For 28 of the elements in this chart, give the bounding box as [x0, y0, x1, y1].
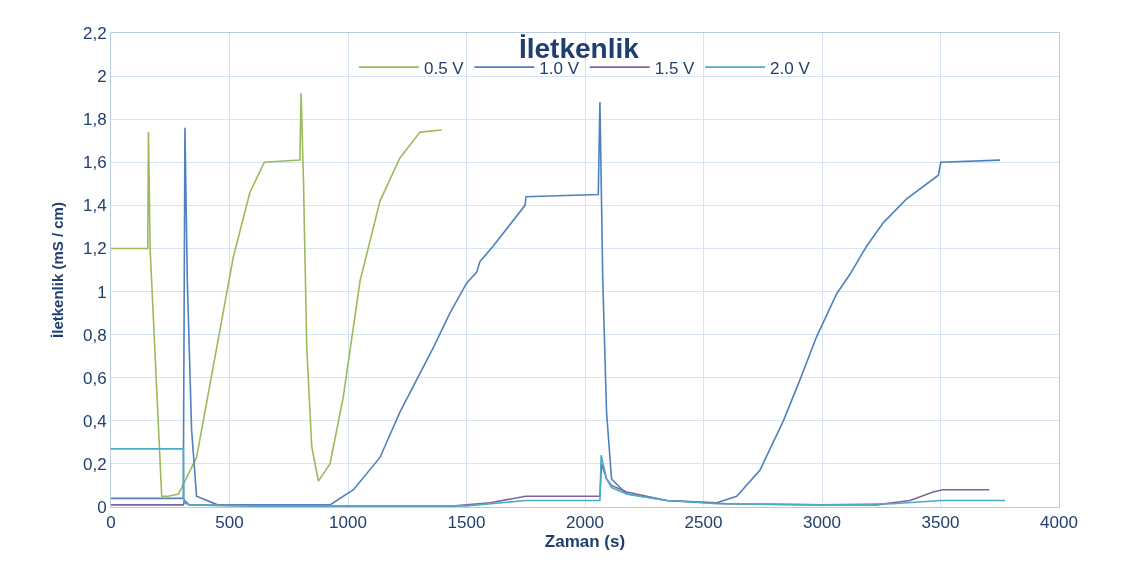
x-tick-label: 2500	[684, 513, 723, 533]
x-tick-label: 3500	[921, 513, 960, 533]
x-tick-label: 1500	[447, 513, 486, 533]
line-series	[111, 101, 1001, 506]
y-tick-label: 1,8	[82, 110, 107, 130]
legend-label: 1.5 V	[654, 58, 696, 78]
y-tick-label: 1	[97, 282, 107, 302]
legend-label: 2.0 V	[770, 58, 811, 78]
y-tick-label: 2	[97, 67, 107, 87]
x-tick-label: 2000	[566, 513, 604, 533]
y-tick-label: 0,8	[82, 325, 107, 345]
y-tick-label: 0,4	[82, 411, 107, 431]
x-tick-label: 500	[215, 513, 244, 533]
x-tick-label: 3000	[803, 513, 841, 533]
line-series	[111, 448, 1006, 507]
y-tick-label: 2,2	[82, 23, 107, 43]
y-tick-label: 0	[97, 497, 107, 517]
x-tick-label: 1000	[329, 513, 367, 533]
y-tick-label: 1,2	[82, 239, 107, 259]
x-axis-title: Zaman (s)	[544, 532, 626, 552]
line-series	[111, 92, 443, 498]
y-axis-title: İletkenlik (mS / cm)	[49, 202, 67, 338]
y-tick-label: 1,4	[82, 196, 107, 216]
y-tick-label: 0,6	[82, 368, 107, 388]
y-tick-label: 0,2	[82, 454, 107, 474]
y-tick-label: 1,6	[82, 153, 107, 173]
legend-label: 0.5 V	[424, 58, 465, 78]
x-tick-label: 4000	[1040, 513, 1078, 533]
